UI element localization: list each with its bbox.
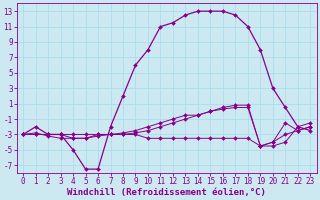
X-axis label: Windchill (Refroidissement éolien,°C): Windchill (Refroidissement éolien,°C)	[67, 188, 266, 197]
